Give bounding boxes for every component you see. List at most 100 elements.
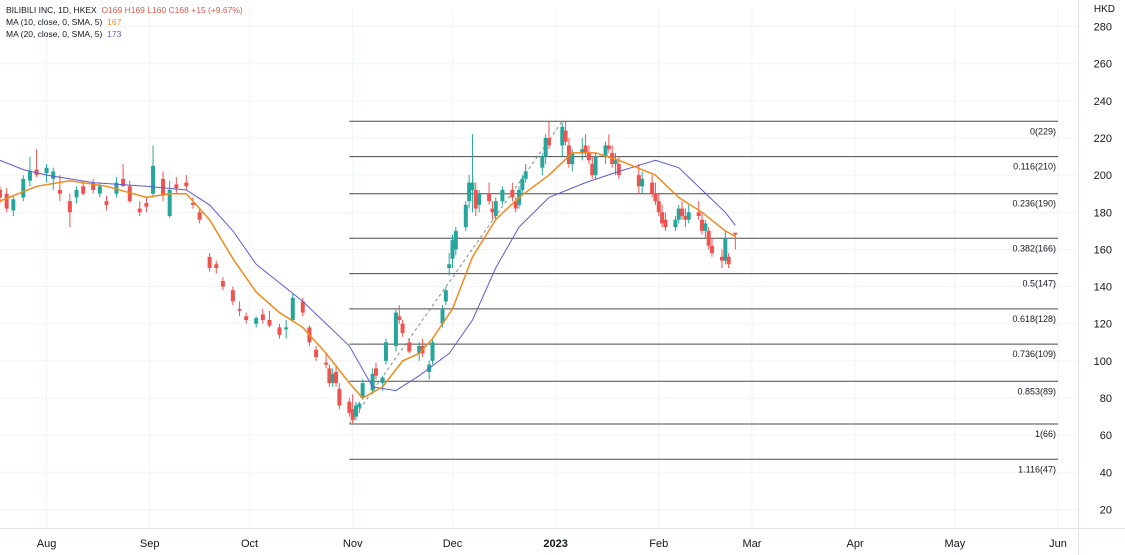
x-tick-label: Sep xyxy=(140,538,160,550)
candle-body xyxy=(563,130,568,142)
candle-body xyxy=(673,219,678,228)
candle-body xyxy=(706,230,711,246)
candle-body xyxy=(586,152,591,161)
candle-body xyxy=(487,193,492,202)
candle-body xyxy=(370,373,375,391)
candle-body xyxy=(121,178,126,187)
x-tick-label: Jun xyxy=(1049,538,1067,550)
ma20-label: MA (20, close, 0, SMA, 5) xyxy=(6,29,103,39)
candle-body xyxy=(334,372,339,384)
candle-body xyxy=(450,240,455,259)
candle-body xyxy=(566,145,571,164)
candle-body xyxy=(733,232,738,235)
candle-body xyxy=(174,184,179,189)
candle-body xyxy=(350,409,355,421)
candle-body xyxy=(214,264,219,268)
fib-level-label: 1(66) xyxy=(1035,429,1056,439)
candle-body xyxy=(207,256,212,268)
candle-body xyxy=(540,156,545,168)
candle-body xyxy=(640,178,645,187)
candle-body xyxy=(300,301,305,313)
candle-body xyxy=(510,190,515,198)
y-tick-label: 80 xyxy=(1100,393,1112,405)
candle-body xyxy=(197,212,202,220)
candle-body xyxy=(603,145,608,157)
candle-body xyxy=(520,178,525,190)
y-tick-label: 20 xyxy=(1100,504,1112,516)
fibonacci-retracement[interactable]: 0(229) 0.116(210) 0.236(190) 0.382(166) 0.5(… xyxy=(348,120,1058,474)
ohlc-values: O169 H169 L160 C168 +15 (+9.67%) xyxy=(101,5,243,15)
fib-level-label: 0.116(210) xyxy=(1013,162,1056,172)
candle-body xyxy=(477,193,482,205)
candle-body xyxy=(144,203,149,207)
y-tick-label: 120 xyxy=(1094,319,1112,331)
x-tick-label: Mar xyxy=(742,538,761,550)
candle-body xyxy=(523,171,528,179)
candle-body xyxy=(590,164,595,176)
x-tick-label: Feb xyxy=(649,538,668,550)
candle-body xyxy=(723,238,728,261)
candle-body xyxy=(710,245,715,254)
candle-body xyxy=(560,126,565,146)
fib-level-label: 0(229) xyxy=(1030,126,1056,136)
candle-body xyxy=(327,368,332,384)
candle-body xyxy=(360,383,365,398)
ma10-label: MA (10, close, 0, SMA, 5) xyxy=(6,17,103,27)
candle-body xyxy=(0,190,2,198)
candle-body xyxy=(593,156,598,176)
ma10-value: 167 xyxy=(107,17,122,27)
candle-body xyxy=(220,281,225,287)
candle-body xyxy=(463,204,468,228)
candle-body xyxy=(393,312,398,346)
x-tick-label: Oct xyxy=(241,538,258,550)
y-tick-label: 100 xyxy=(1094,356,1112,368)
candle-body xyxy=(97,186,102,194)
candle-body xyxy=(493,201,498,216)
candle-body xyxy=(51,171,56,179)
candle-body xyxy=(650,182,655,194)
candle-body xyxy=(490,208,495,213)
y-tick-label: 280 xyxy=(1094,22,1112,34)
candle-body xyxy=(417,346,422,354)
candle-body xyxy=(676,208,681,220)
candle-body xyxy=(543,138,548,157)
candle-body xyxy=(4,193,9,209)
candle-body xyxy=(104,201,109,205)
candle-body xyxy=(81,186,86,194)
y-tick-label: 60 xyxy=(1100,430,1112,442)
currency-label: HKD xyxy=(1093,4,1115,15)
fib-level-label: 0.382(166) xyxy=(1012,243,1056,253)
candle-body xyxy=(354,405,359,417)
fib-level-label: 0.5(147) xyxy=(1022,279,1056,289)
y-tick-label: 240 xyxy=(1094,96,1112,108)
candle-body xyxy=(680,208,685,216)
x-tick-label: Nov xyxy=(343,538,363,550)
x-tick-label: Dec xyxy=(443,538,463,550)
candle-body xyxy=(11,199,16,211)
time-axis[interactable]: Aug Sep Oct Nov Dec 2023 Feb Mar Apr May Jun xyxy=(0,528,1125,551)
candle-body xyxy=(440,308,445,324)
candlestick-series xyxy=(0,121,738,424)
chart-grid xyxy=(0,8,1078,528)
candle-body xyxy=(473,190,478,209)
candle-body xyxy=(583,145,588,153)
candle-body xyxy=(267,320,272,326)
fib-level-label: 0.236(190) xyxy=(1012,199,1056,209)
x-tick-label: Apr xyxy=(847,538,864,550)
candle-body xyxy=(719,256,724,261)
price-axis[interactable]: 20 40 60 80 100 120 140 160 180 200 220 240 260 280 xyxy=(1078,0,1113,555)
candle-body xyxy=(636,175,641,187)
candle-body xyxy=(67,201,72,213)
y-tick-label: 220 xyxy=(1094,133,1112,145)
y-tick-label: 140 xyxy=(1094,282,1112,294)
candle-body xyxy=(161,178,166,196)
candle-body xyxy=(127,186,132,202)
y-tick-label: 180 xyxy=(1094,207,1112,219)
candle-body xyxy=(606,145,611,150)
candle-body xyxy=(407,342,412,352)
candle-body xyxy=(400,323,405,333)
fib-level-label: 1.116(47) xyxy=(1018,464,1056,474)
candle-body xyxy=(337,388,342,406)
candle-body xyxy=(383,342,388,361)
